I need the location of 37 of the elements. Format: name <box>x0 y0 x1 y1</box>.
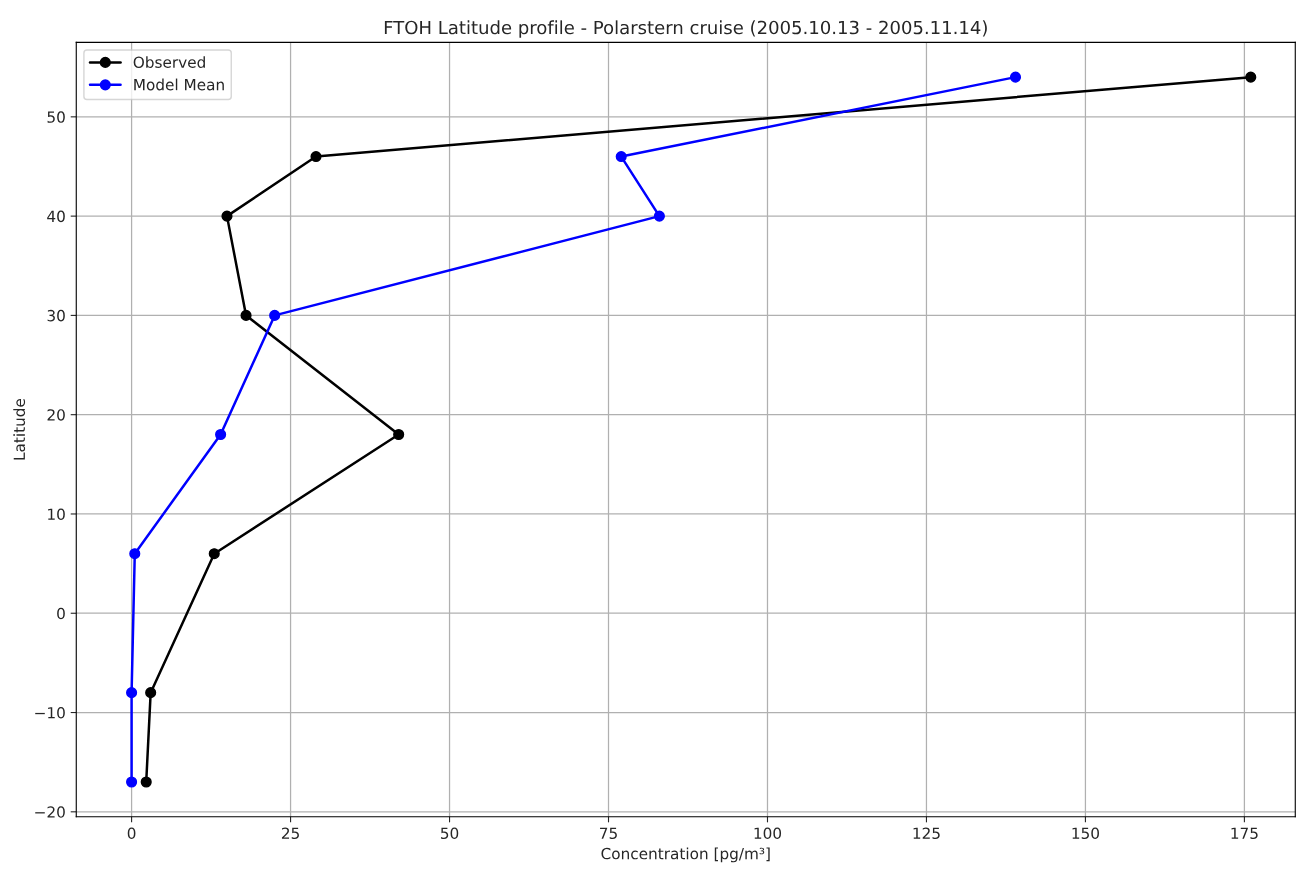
y-tick-label: 40 <box>47 210 65 223</box>
point <box>126 687 138 699</box>
point <box>393 428 405 441</box>
x-tick-label: 125 <box>913 827 940 840</box>
y-tick-label: 50 <box>47 111 65 123</box>
point <box>126 776 138 788</box>
x-tick-label: 175 <box>1231 827 1258 840</box>
point <box>145 687 157 699</box>
point <box>615 151 627 163</box>
y-tick-label: 20 <box>47 409 65 421</box>
x-tick-label: 0 <box>127 827 136 840</box>
x-tick-label: 150 <box>1072 827 1099 840</box>
point <box>215 428 227 441</box>
y-tick-label: 10 <box>48 508 65 520</box>
point <box>208 548 220 560</box>
x-tick-label: 75 <box>600 827 617 840</box>
point <box>129 548 141 560</box>
x-tick-label: 100 <box>754 827 782 840</box>
point <box>269 309 281 321</box>
legend-label: Model Mean <box>134 78 224 91</box>
point <box>1245 71 1257 83</box>
x-axis-title: Concentration [pg/m³] <box>601 847 770 863</box>
y-tick-label: −10 <box>35 707 65 719</box>
x-tick-label: 50 <box>441 827 459 840</box>
x-tick-label: 25 <box>281 827 299 840</box>
chart-title: FTOH Latitude profile - Polarstern cruise (2005.10.13 - 2005.11.14) <box>384 20 987 38</box>
y-tick-label: 0 <box>57 607 65 620</box>
point <box>221 210 233 222</box>
y-tick-label: 30 <box>47 309 65 322</box>
y-axis-title: Latitude <box>13 398 26 460</box>
y-tick-label: −20 <box>35 806 65 818</box>
point <box>140 776 152 788</box>
point <box>240 309 252 321</box>
legend-label: Observed <box>133 56 205 68</box>
point <box>653 210 665 222</box>
point <box>1009 71 1022 83</box>
point <box>310 151 322 163</box>
